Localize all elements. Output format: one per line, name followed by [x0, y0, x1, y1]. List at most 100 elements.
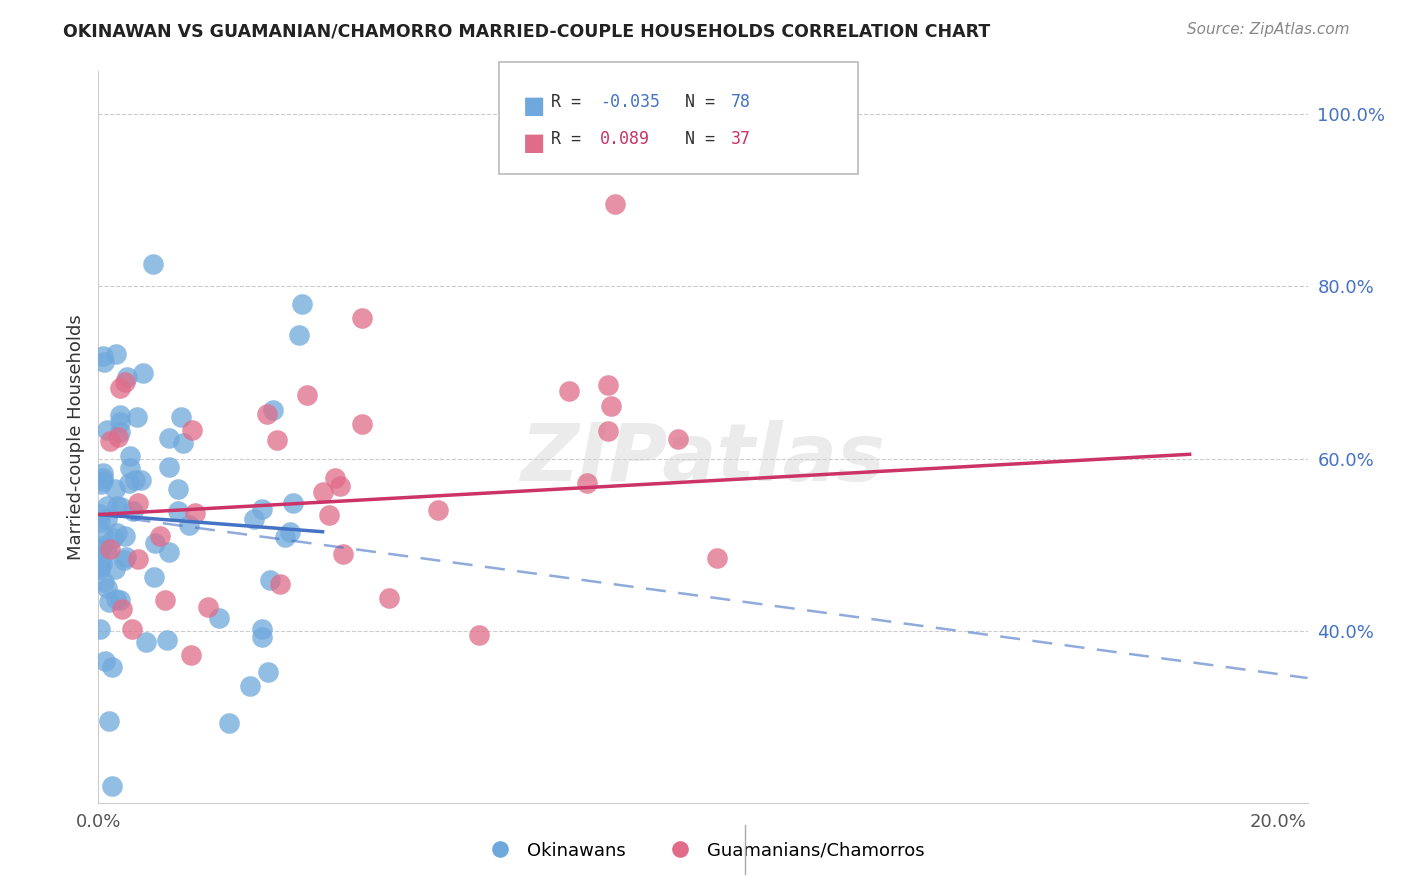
Text: ■: ■	[523, 131, 546, 155]
Point	[666, 432, 689, 446]
Text: 78: 78	[731, 93, 751, 111]
Text: -0.035: -0.035	[600, 93, 661, 111]
Point	[312, 485, 335, 500]
Point	[117, 369, 139, 384]
Point	[89, 562, 111, 576]
Point	[89, 515, 111, 529]
Point	[107, 430, 129, 444]
Text: N =: N =	[685, 93, 724, 111]
Point	[108, 592, 131, 607]
Point	[352, 310, 374, 325]
Point	[121, 623, 143, 637]
Point	[259, 573, 281, 587]
Point	[558, 384, 581, 399]
Point	[468, 628, 491, 642]
Point	[127, 552, 149, 566]
Point	[238, 679, 260, 693]
Text: OKINAWAN VS GUAMANIAN/CHAMORRO MARRIED-COUPLE HOUSEHOLDS CORRELATION CHART: OKINAWAN VS GUAMANIAN/CHAMORRO MARRIED-C…	[63, 22, 990, 40]
Point	[218, 715, 240, 730]
Point	[167, 503, 190, 517]
Point	[132, 366, 155, 380]
Point	[91, 349, 114, 363]
Point	[242, 512, 264, 526]
Point	[93, 355, 115, 369]
Point	[108, 425, 131, 440]
Point	[600, 399, 623, 413]
Point	[706, 550, 728, 565]
Point	[121, 504, 143, 518]
Point	[426, 503, 449, 517]
Point	[170, 410, 193, 425]
Point	[269, 577, 291, 591]
Point	[377, 591, 399, 605]
Point	[143, 536, 166, 550]
Point	[114, 529, 136, 543]
Point	[100, 779, 122, 793]
Point	[124, 474, 146, 488]
Point	[598, 424, 620, 438]
Point	[91, 527, 114, 541]
Point	[114, 550, 136, 565]
Text: Source: ZipAtlas.com: Source: ZipAtlas.com	[1187, 22, 1350, 37]
Point	[96, 581, 118, 595]
Point	[98, 542, 121, 557]
Point	[142, 257, 165, 271]
Point	[108, 409, 131, 423]
Point	[166, 483, 188, 497]
Point	[332, 547, 354, 561]
Point	[120, 461, 142, 475]
Point	[256, 408, 278, 422]
Point	[96, 543, 118, 558]
Y-axis label: Married-couple Households: Married-couple Households	[66, 314, 84, 560]
Point	[157, 431, 180, 445]
Text: 37: 37	[731, 130, 751, 148]
Point	[135, 634, 157, 648]
Point	[283, 496, 305, 510]
Legend: Okinawans, Guamanians/Chamorros: Okinawans, Guamanians/Chamorros	[474, 835, 932, 867]
Point	[98, 714, 121, 728]
Point	[91, 539, 114, 553]
Point	[105, 499, 128, 513]
Text: R =: R =	[551, 93, 591, 111]
Point	[120, 450, 142, 464]
Text: ■: ■	[523, 94, 546, 118]
Point	[207, 610, 229, 624]
Point	[262, 403, 284, 417]
Point	[118, 475, 141, 490]
Point	[104, 347, 127, 361]
Point	[149, 529, 172, 543]
Text: 0.089: 0.089	[600, 130, 651, 148]
Point	[297, 388, 319, 402]
Text: ZIPatlas: ZIPatlas	[520, 420, 886, 498]
Point	[350, 417, 373, 432]
Point	[89, 507, 111, 521]
Text: R =: R =	[551, 130, 602, 148]
Point	[179, 518, 201, 533]
Point	[172, 436, 194, 450]
Point	[197, 600, 219, 615]
Point	[318, 508, 340, 522]
Point	[114, 375, 136, 389]
Point	[156, 633, 179, 648]
Point	[98, 434, 121, 448]
Text: N =: N =	[685, 130, 724, 148]
Point	[127, 410, 149, 425]
Point	[576, 476, 599, 491]
Point	[91, 558, 114, 572]
Point	[105, 525, 128, 540]
Point	[183, 506, 205, 520]
Point	[101, 659, 124, 673]
Point	[94, 654, 117, 668]
Point	[110, 381, 132, 395]
Point	[291, 297, 314, 311]
Point	[96, 499, 118, 513]
Point	[250, 630, 273, 644]
Point	[93, 574, 115, 589]
Point	[104, 591, 127, 606]
Point	[110, 500, 132, 515]
Point	[250, 623, 273, 637]
Point	[329, 479, 352, 493]
Point	[112, 553, 135, 567]
Point	[91, 470, 114, 484]
Point	[127, 496, 149, 510]
